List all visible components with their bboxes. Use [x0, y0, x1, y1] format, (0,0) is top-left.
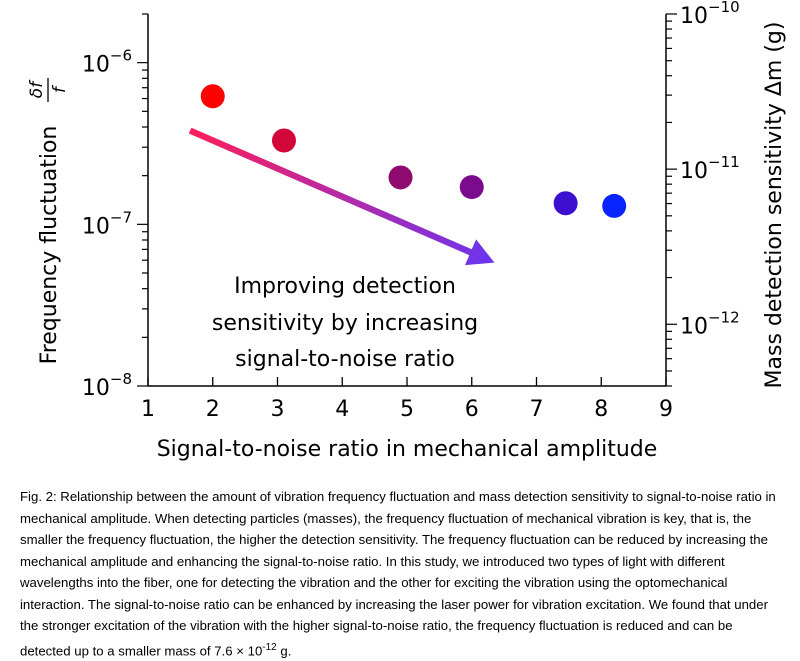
x-tick-label-8: 8: [594, 397, 608, 422]
left-y-axis-fraction-denominator: f: [50, 84, 70, 93]
right-y-axis-title: Mass detection sensitivity Δm (g): [762, 22, 787, 389]
x-tick-label-4: 4: [335, 397, 349, 422]
data-point-3: [388, 165, 413, 190]
left-tick-label-2: 10−8: [82, 370, 132, 401]
figure-caption: Fig. 2: Relationship between the amount …: [20, 486, 780, 661]
annotation-line-1: Improving detection: [234, 274, 456, 299]
caption-text: Fig. 2: Relationship between the amount …: [20, 489, 776, 658]
x-tick-label-1: 1: [141, 397, 155, 422]
chart: 1 2 3 4 5 6 7 8 9 10−6 10−7 10−8 10−10 10−11 10−12 Sig…: [27, 0, 787, 462]
right-tick-label-2: 10−12: [680, 308, 740, 339]
left-y-axis-title: Frequency fluctuation δf f: [27, 78, 70, 364]
left-y-axis-title-text: Frequency fluctuation: [37, 126, 62, 365]
caption-exponent: -12: [262, 641, 277, 653]
x-tick-label-2: 2: [206, 397, 220, 422]
data-point-2: [271, 128, 296, 153]
data-point-1: [200, 84, 225, 109]
data-point-5: [553, 191, 578, 216]
annotation: Improving detection sensitivity by incre…: [212, 274, 478, 372]
left-y-axis-fraction-numerator: δf: [27, 79, 47, 98]
left-tick-label-0: 10−6: [82, 47, 132, 78]
right-tick-label-1: 10−11: [680, 153, 740, 184]
x-axis-title: Signal-to-noise ratio in mechanical ampl…: [157, 437, 658, 462]
x-tick-label-6: 6: [465, 397, 479, 422]
x-tick-label-5: 5: [400, 397, 414, 422]
trend-arrow: [188, 127, 495, 266]
x-tick-label-3: 3: [271, 397, 285, 422]
data-point-6: [602, 193, 627, 218]
data-point-4: [459, 175, 484, 200]
left-tick-label-1: 10−7: [82, 208, 132, 239]
annotation-line-2: sensitivity by increasing: [212, 311, 478, 336]
annotation-line-3: signal-to-noise ratio: [235, 347, 455, 372]
x-tick-label-7: 7: [530, 397, 544, 422]
right-tick-label-0: 10−10: [680, 0, 740, 29]
x-tick-label-9: 9: [659, 397, 673, 422]
caption-tail: g.: [276, 642, 292, 658]
